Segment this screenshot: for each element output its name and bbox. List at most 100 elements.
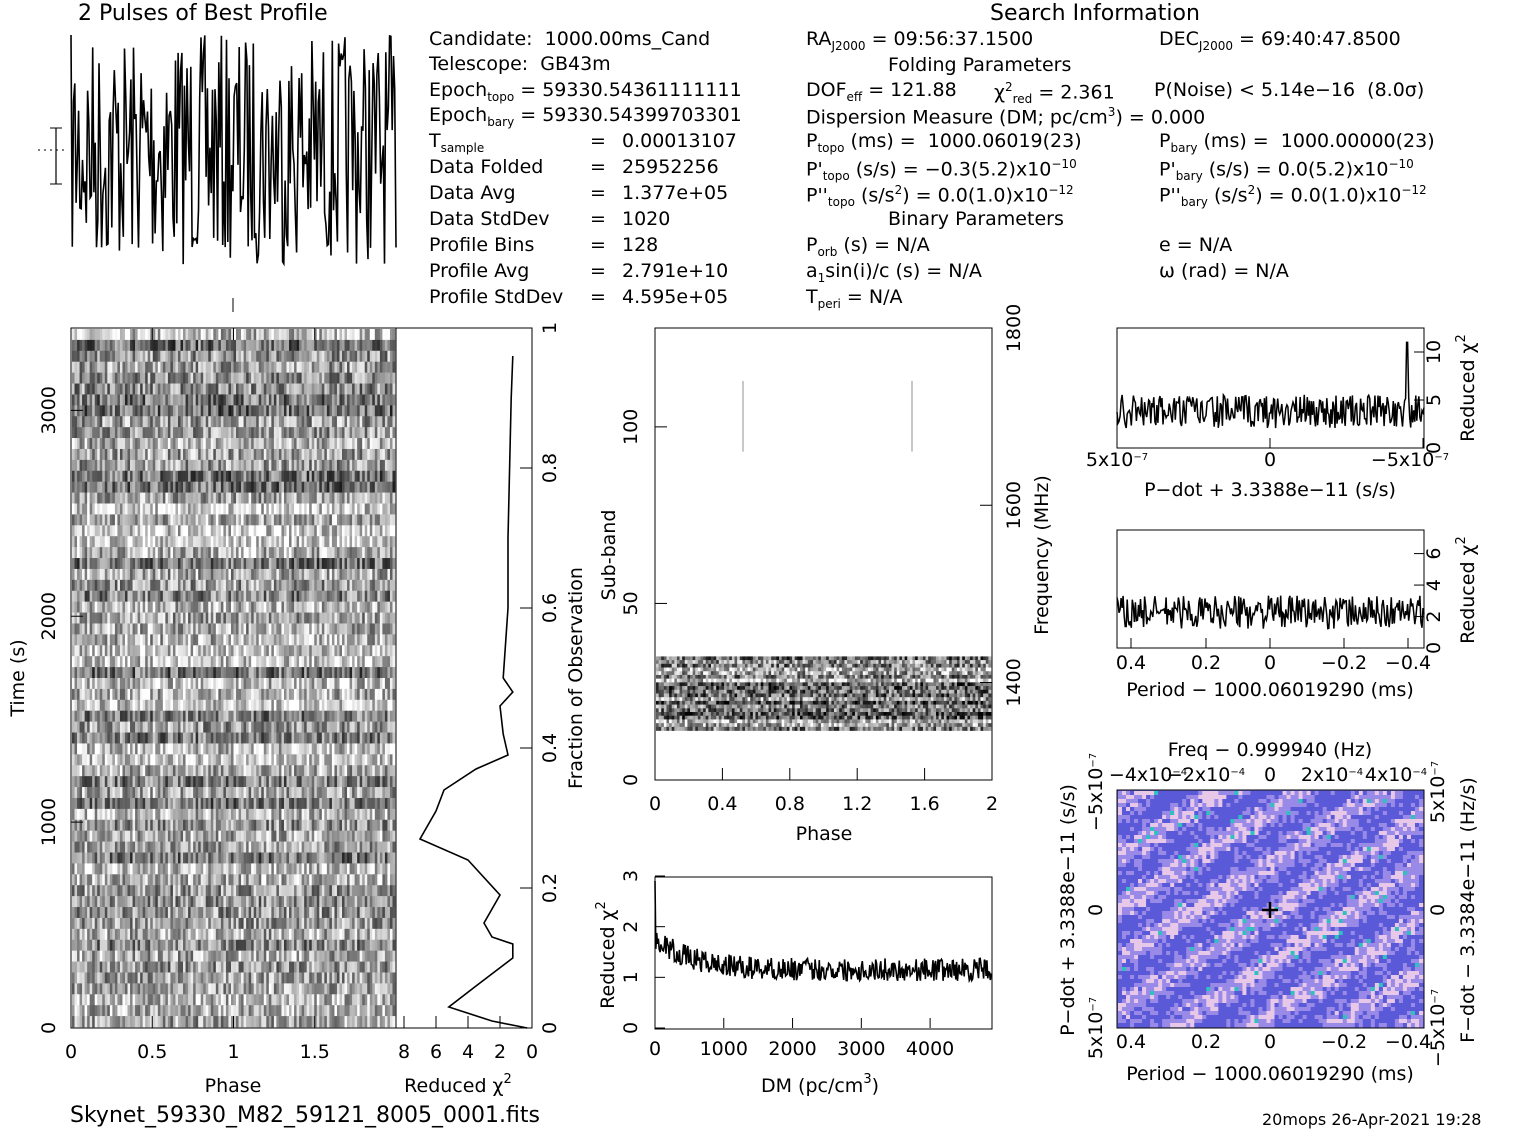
tp-cell — [367, 438, 371, 450]
tp-cell — [342, 601, 345, 613]
tp-cell — [261, 350, 265, 363]
tp-cell — [200, 503, 204, 515]
tp-cell — [142, 732, 146, 744]
tp-cell — [122, 329, 126, 341]
tp-cell — [102, 623, 106, 635]
tp-cell — [188, 481, 191, 493]
tp-cell — [92, 361, 96, 373]
tp-cell — [150, 601, 154, 613]
tp-cell — [233, 699, 237, 712]
tp-cell — [225, 416, 229, 428]
tp-cell — [220, 656, 224, 668]
tp-cell — [336, 372, 340, 384]
tp-cell — [347, 645, 350, 657]
tp-cell — [140, 416, 143, 428]
tp-cell — [329, 329, 333, 341]
tp-cell — [387, 383, 391, 395]
tp-cell — [359, 547, 363, 559]
tp-cell — [319, 503, 323, 515]
tp-cell — [377, 525, 381, 537]
tp-cell — [230, 361, 234, 373]
tp-cell — [152, 372, 156, 384]
tp-cell — [225, 525, 229, 537]
tp-cell — [261, 568, 265, 581]
tp-cell — [183, 481, 186, 493]
tp-cell — [122, 743, 126, 755]
tp-cell — [195, 699, 199, 712]
tp-cell — [342, 656, 345, 668]
tp-cell — [198, 634, 201, 646]
tp-cell — [208, 339, 212, 352]
tp-cell — [162, 470, 166, 482]
tp-cell — [195, 405, 199, 417]
tp-cell — [135, 590, 138, 602]
tp-cell — [291, 492, 295, 504]
tp-cell — [137, 688, 141, 701]
eccentricity: e = N/A — [1159, 234, 1233, 256]
tp-cell — [336, 525, 340, 537]
tp-cell — [233, 427, 237, 439]
tp-cell — [369, 688, 373, 701]
tp-cell — [167, 492, 171, 504]
tp-cell — [160, 623, 164, 635]
tp-cell — [387, 416, 391, 428]
tp-cell — [316, 536, 320, 548]
tp-cell — [77, 732, 80, 744]
tp-cell — [218, 558, 222, 570]
profile-line — [70, 34, 397, 267]
tp-cell — [84, 459, 88, 472]
tp-cell — [299, 459, 302, 472]
tp-cell — [266, 383, 270, 395]
tp-cell — [213, 645, 217, 657]
tp-cell — [150, 623, 154, 635]
tp-cell — [326, 601, 330, 613]
tp-cell — [271, 688, 275, 701]
tp-cell — [215, 536, 219, 548]
tp-cell — [354, 427, 358, 439]
tp-cell — [372, 634, 376, 646]
tp-cell — [89, 623, 93, 635]
tp-cell — [220, 405, 224, 417]
tp-cell — [99, 416, 103, 428]
tp-cell — [331, 579, 335, 592]
tp-cell — [296, 438, 300, 450]
tp-cell — [223, 601, 227, 613]
tp-cell — [258, 492, 262, 504]
tp-cell — [132, 656, 136, 668]
tp-cell — [185, 372, 189, 384]
tp-cell — [314, 688, 318, 701]
tp-cell — [273, 710, 277, 722]
tp-cell — [389, 732, 393, 744]
tp-cell — [119, 372, 123, 384]
tp-cell — [382, 645, 386, 657]
tp-cell — [188, 612, 191, 624]
tp-cell — [246, 634, 249, 646]
tp-cell — [314, 536, 318, 548]
tp-cell — [112, 514, 116, 526]
tp-cell — [177, 612, 181, 624]
tp-cell — [261, 547, 265, 559]
tp-cell — [107, 383, 111, 395]
tp-cell — [79, 656, 83, 668]
tp-cell — [208, 394, 212, 406]
tp-cell — [74, 710, 78, 722]
tp-cell — [253, 459, 257, 472]
tp-cell — [193, 558, 196, 570]
tp-cell — [162, 623, 166, 635]
tp-cell — [124, 492, 128, 504]
tp-cell — [145, 448, 148, 461]
tp-cell — [215, 438, 219, 450]
tp-cell — [382, 699, 386, 712]
tp-cell — [117, 394, 121, 406]
tp-cell — [273, 667, 277, 679]
tp-cell — [72, 623, 75, 635]
tp-cell — [188, 492, 191, 504]
tp-cell — [157, 623, 161, 635]
tp-cell — [334, 678, 338, 690]
tp-cell — [220, 438, 224, 450]
tp-cell — [175, 699, 179, 712]
tp-cell — [104, 568, 108, 581]
tp-cell — [135, 416, 138, 428]
tp-cell — [354, 383, 358, 395]
tp-cell — [205, 438, 209, 450]
